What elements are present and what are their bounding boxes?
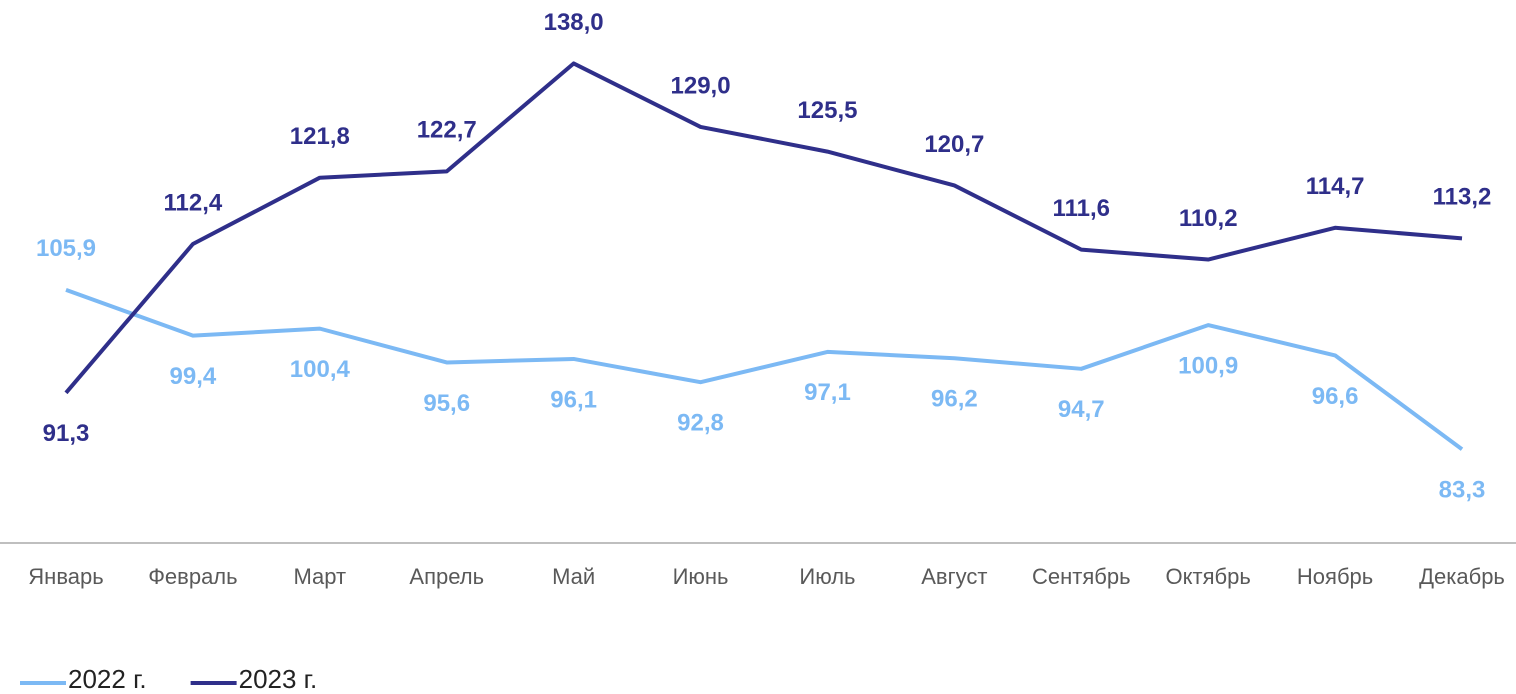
- x-tick-label: Июнь: [673, 564, 729, 589]
- line-series: [65, 287, 1464, 451]
- data-label: 112,4: [164, 189, 223, 216]
- data-label: 125,5: [797, 97, 857, 124]
- data-label: 99,4: [170, 363, 217, 390]
- x-tick-label: Январь: [28, 564, 103, 589]
- data-label: 138,0: [544, 9, 604, 36]
- x-tick-label: Март: [293, 564, 346, 589]
- legend-label: 2022 г.: [68, 664, 147, 694]
- data-label: 100,9: [1178, 352, 1238, 379]
- data-label: 96,1: [550, 386, 597, 413]
- data-label: 83,3: [1439, 477, 1486, 504]
- line-series: [64, 61, 1463, 395]
- data-label: 96,6: [1312, 383, 1359, 410]
- data-label: 121,8: [290, 123, 350, 150]
- x-tick-label: Август: [921, 564, 987, 589]
- data-label: 111,6: [1053, 195, 1110, 222]
- data-label: 94,7: [1058, 396, 1105, 423]
- data-label: 92,8: [677, 410, 724, 437]
- x-tick-label: Апрель: [409, 564, 484, 589]
- x-tick-label: Сентябрь: [1032, 564, 1131, 589]
- x-tick-label: Февраль: [148, 564, 237, 589]
- data-label: 110,2: [1179, 205, 1238, 232]
- x-tick-label: Октябрь: [1166, 564, 1251, 589]
- data-label: 91,3: [43, 420, 90, 447]
- x-tick-label: Декабрь: [1419, 564, 1505, 589]
- x-tick-label: Ноябрь: [1297, 564, 1373, 589]
- data-label: 114,7: [1306, 173, 1365, 200]
- x-tick-label: Май: [552, 564, 595, 589]
- data-label: 120,7: [924, 131, 984, 158]
- data-label: 113,2: [1433, 184, 1492, 211]
- data-label: 97,1: [804, 379, 851, 406]
- x-tick-label: Июль: [799, 564, 855, 589]
- legend-label: 2023 г.: [239, 664, 318, 694]
- data-label: 122,7: [417, 117, 477, 144]
- data-label: 100,4: [290, 356, 351, 383]
- data-label: 95,6: [423, 390, 470, 417]
- data-label: 105,9: [36, 235, 96, 262]
- data-label: 96,2: [931, 386, 978, 413]
- data-label: 129,0: [671, 72, 731, 99]
